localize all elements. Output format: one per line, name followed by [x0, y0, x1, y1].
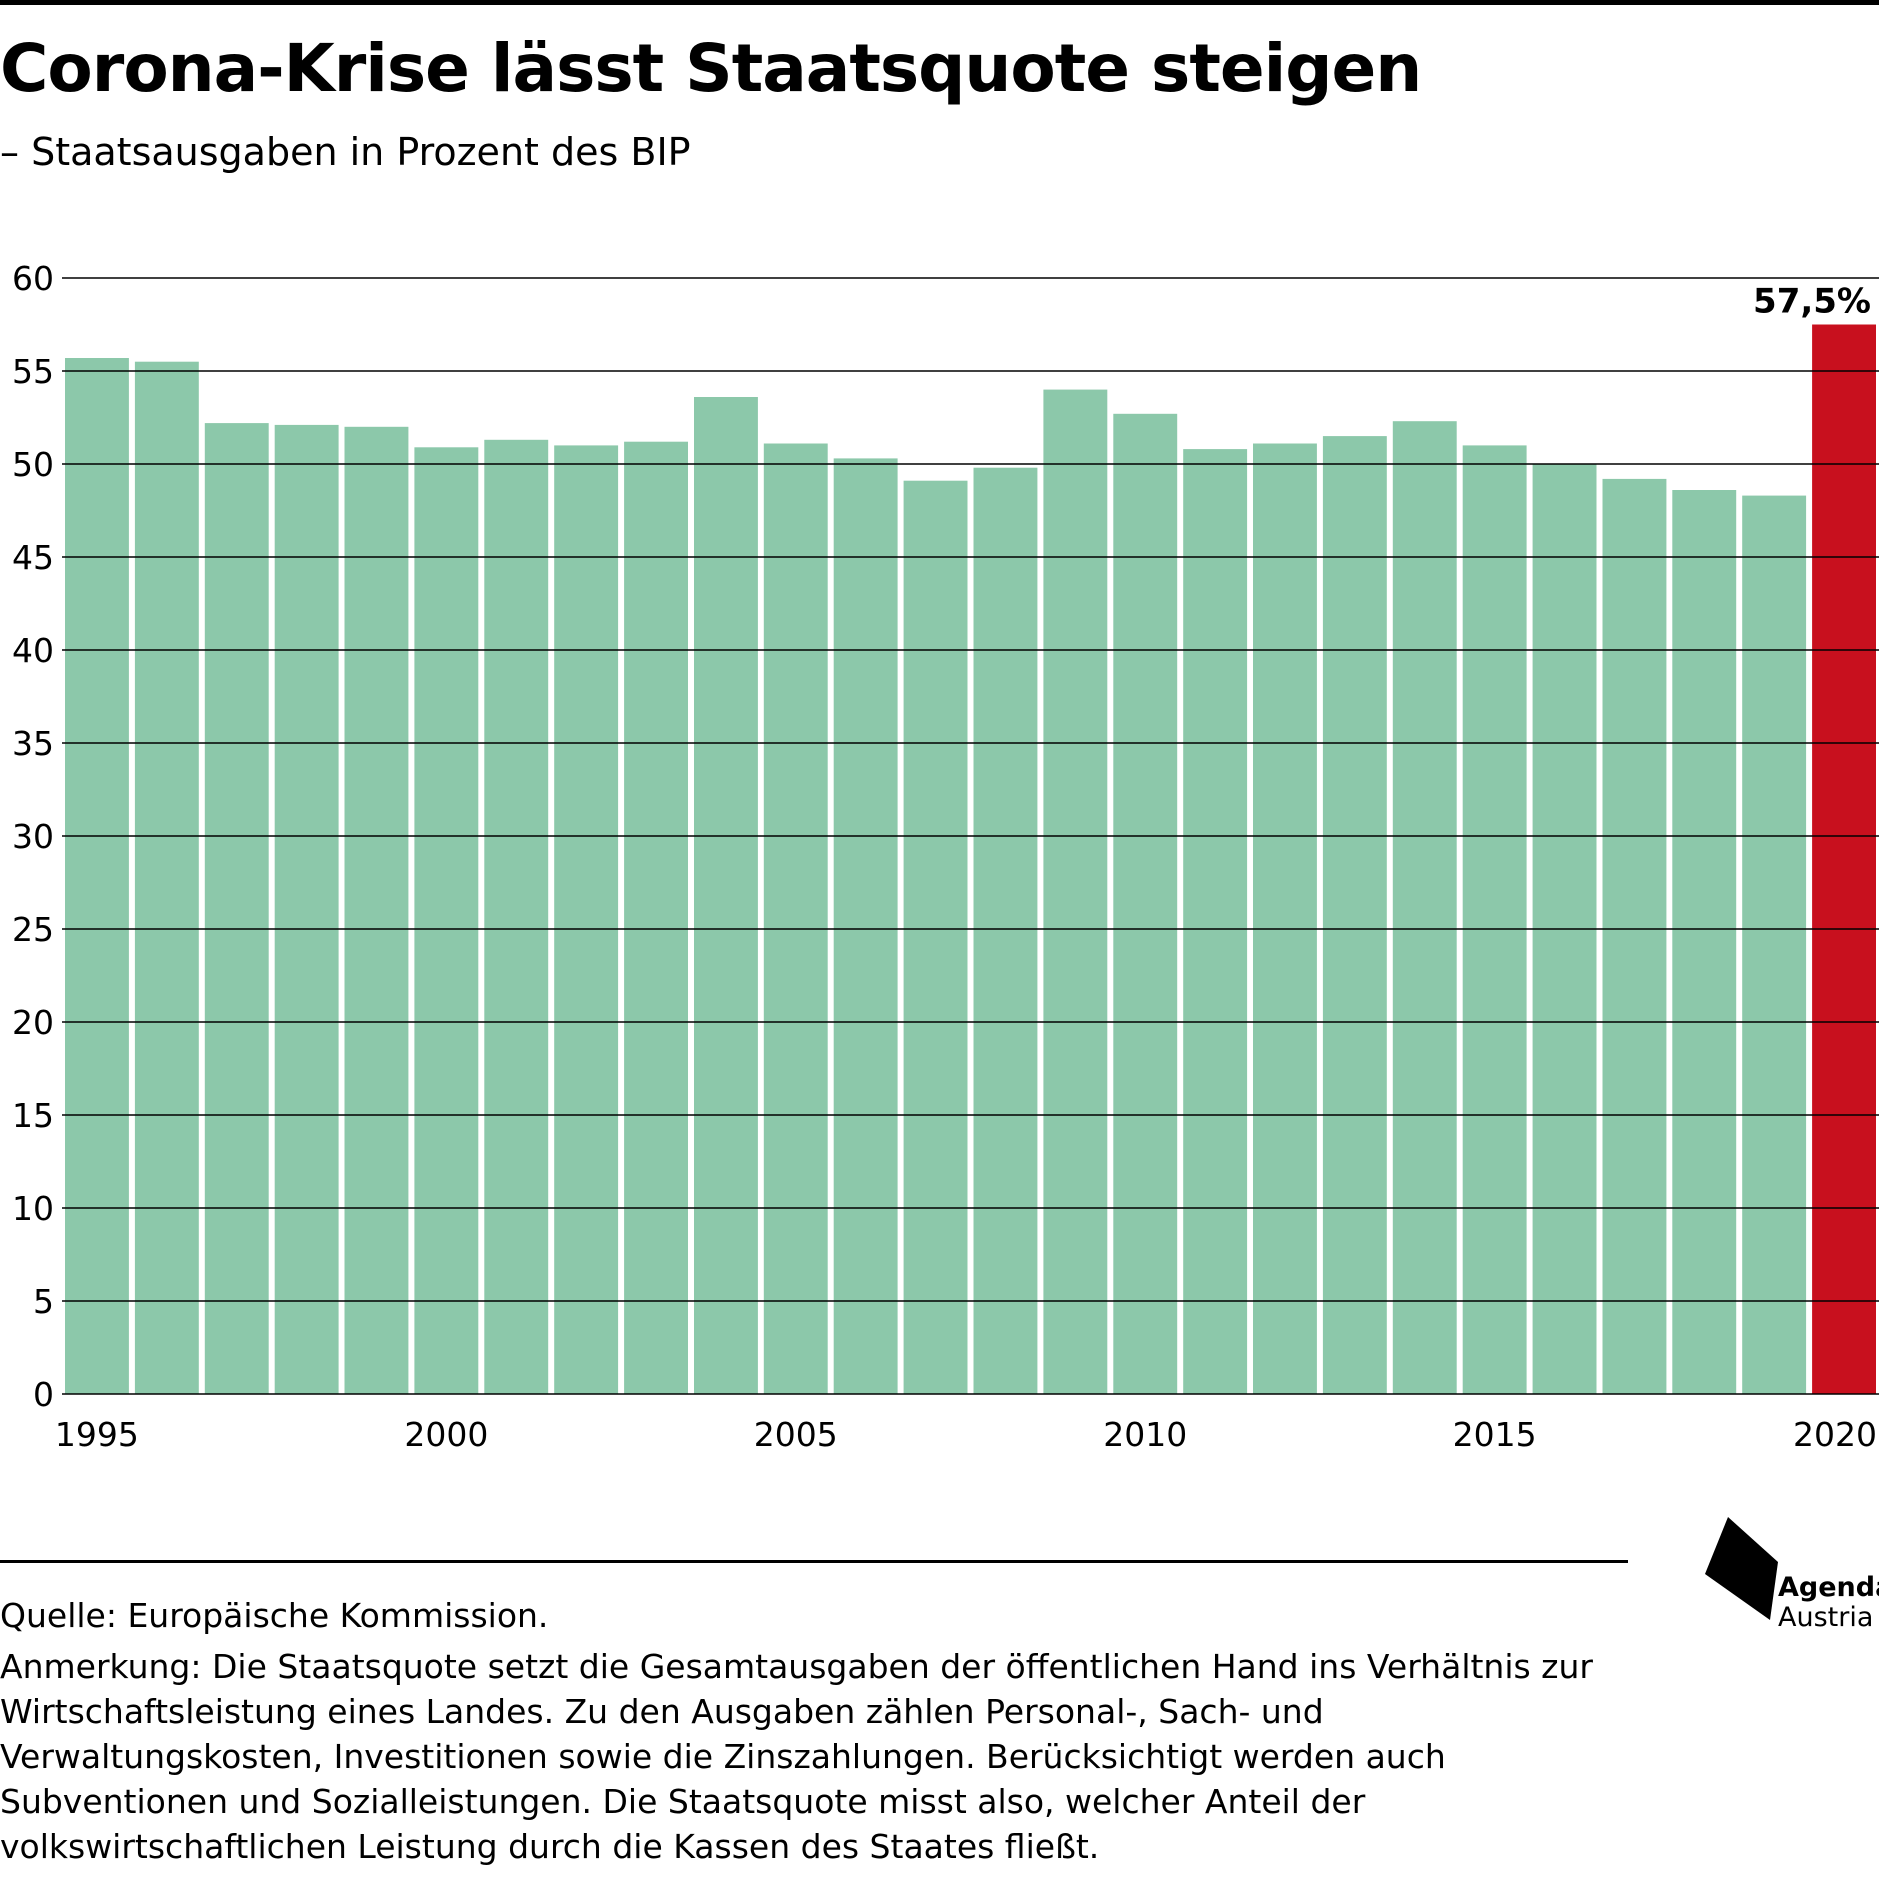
y-tick-label: 35 [12, 724, 54, 763]
x-tick-label: 2010 [1103, 1415, 1187, 1454]
bar-2003 [624, 441, 688, 1394]
bar-1996 [134, 361, 199, 1395]
bar-2015 [1462, 445, 1527, 1394]
x-tick-label: 1995 [55, 1415, 139, 1454]
y-tick-label: 30 [12, 817, 54, 856]
logo-text-austria: Austria [1778, 1602, 1874, 1633]
y-tick-label: 15 [12, 1096, 54, 1135]
note-text: Anmerkung: Die Staatsquote setzt die Ges… [0, 1647, 1593, 1866]
y-tick-label: 45 [12, 538, 54, 577]
bar-2019 [1742, 495, 1807, 1395]
x-tick-label: 2005 [754, 1415, 838, 1454]
bar-2013 [1322, 436, 1387, 1395]
bar-2007 [903, 480, 968, 1394]
bar-2009 [1043, 389, 1108, 1395]
bar-2006 [833, 458, 898, 1394]
data-label-2020: 57,5% [1753, 282, 1871, 322]
bar-2012 [1253, 443, 1317, 1394]
footer-rule [0, 1560, 1628, 1563]
chart-title: Corona-Krise lässt Staatsquote steigen [0, 30, 1422, 107]
bar-2000 [414, 447, 479, 1394]
bar-2018 [1672, 490, 1737, 1394]
bar-2014 [1392, 421, 1457, 1394]
bar-2020 [1812, 324, 1876, 1394]
y-tick-label: 50 [12, 445, 54, 484]
bar-1995 [65, 358, 129, 1394]
bar-2001 [484, 439, 549, 1394]
x-tick-label: 2000 [404, 1415, 488, 1454]
x-tick-label: 2020 [1793, 1415, 1877, 1454]
bar-2010 [1113, 413, 1178, 1394]
y-tick-label: 10 [12, 1189, 54, 1228]
y-tick-label: 40 [12, 631, 54, 670]
top-rule [0, 0, 1879, 5]
bar-2008 [973, 467, 1038, 1394]
bar-1999 [344, 426, 409, 1394]
y-tick-label: 60 [12, 259, 54, 298]
y-tick-label: 55 [12, 352, 54, 391]
bar-2002 [554, 445, 619, 1394]
agenda-austria-logo-icon [1705, 1517, 1778, 1620]
y-tick-label: 20 [12, 1003, 54, 1042]
bars [65, 324, 1876, 1395]
bar-2004 [694, 397, 758, 1394]
y-tick-label: 5 [33, 1282, 54, 1321]
gridlines [62, 277, 1879, 1395]
source-text: Quelle: Europäische Kommission. [0, 1596, 549, 1635]
y-tick-label: 25 [12, 910, 54, 949]
labels: 0 5 10 15 20 25 30 35 40 45 50 55 60 1995 2000 2005 2010… [12, 259, 1877, 1454]
bar-2017 [1602, 478, 1667, 1394]
bar-chart: 0 5 10 15 20 25 30 35 40 45 50 55 60 1995 2000 2005 2010… [12, 259, 1879, 1454]
bar-2011 [1183, 449, 1248, 1395]
logo-text-agenda: Agenda [1778, 1572, 1879, 1603]
chart-subtitle: – Staatsausgaben in Prozent des BIP [0, 130, 691, 174]
y-tick-label: 0 [33, 1375, 54, 1414]
bar-2005 [763, 443, 828, 1394]
x-tick-label: 2015 [1453, 1415, 1537, 1454]
bar-1997 [204, 423, 269, 1395]
bar-1998 [274, 424, 339, 1394]
